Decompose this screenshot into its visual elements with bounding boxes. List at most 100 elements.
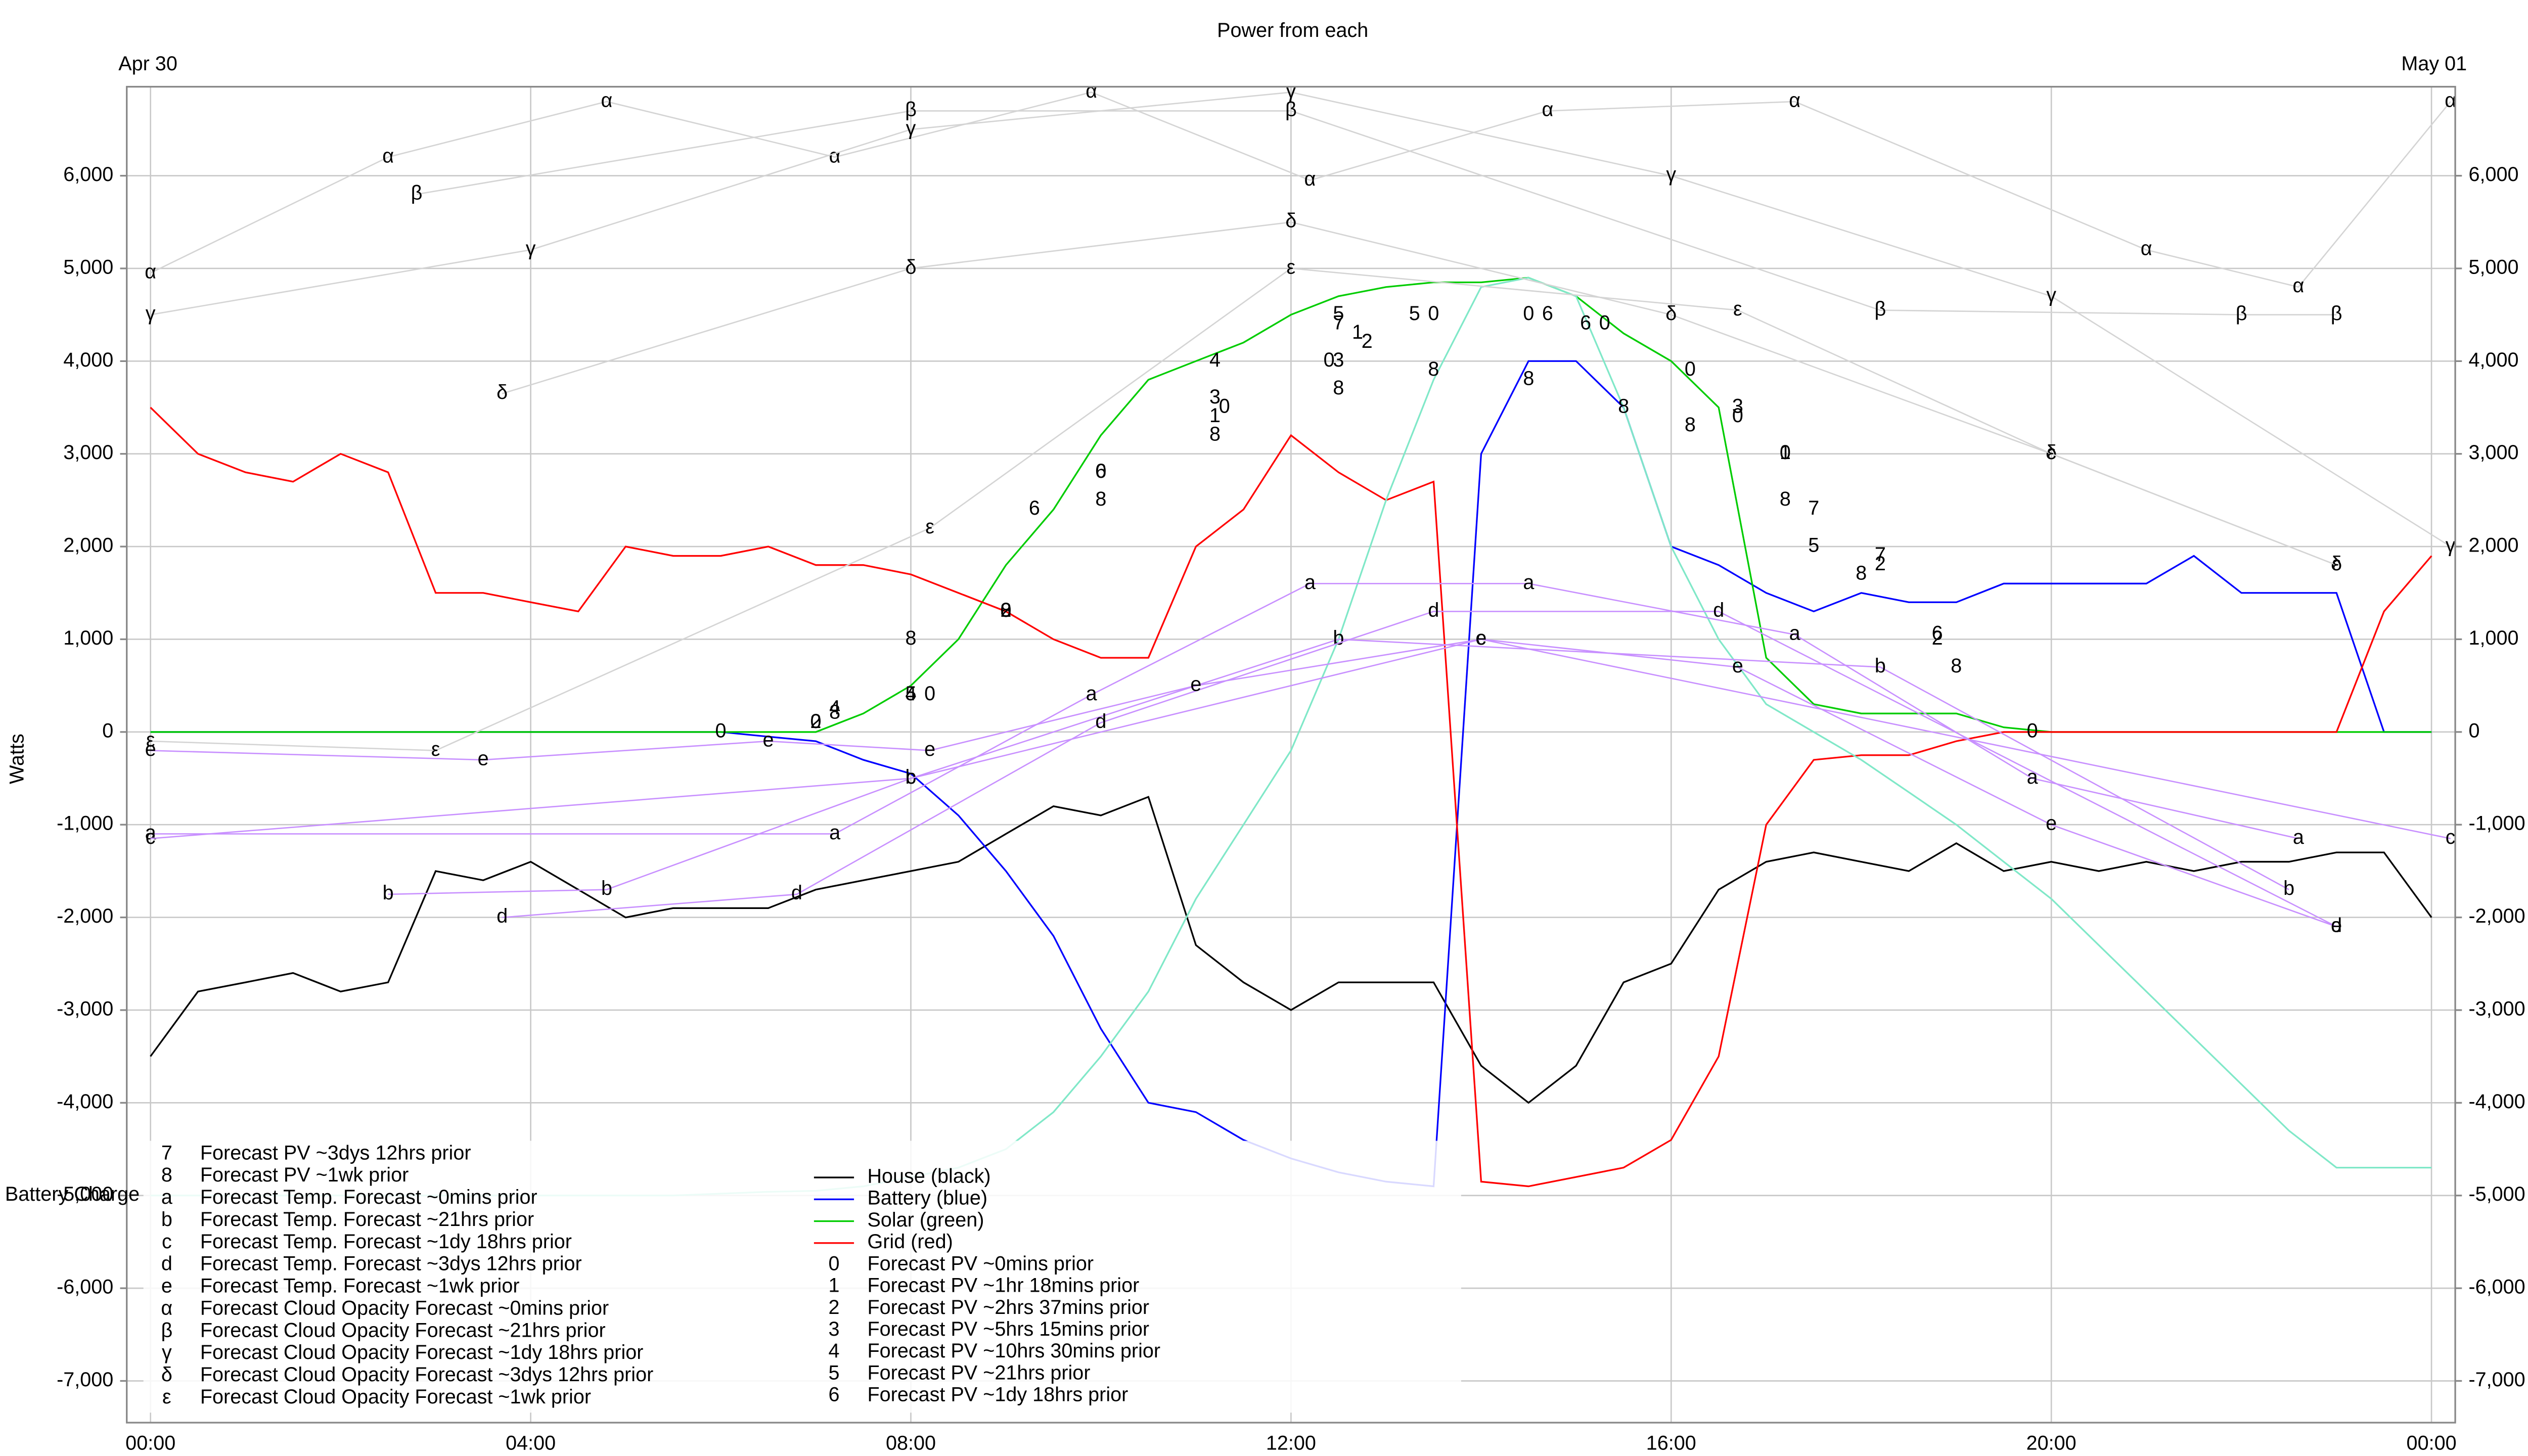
forecast-marker: γ (146, 302, 156, 325)
forecast-marker: 5 (905, 682, 916, 705)
forecast-marker: 8 (1095, 488, 1106, 510)
forecast-marker: 0 (810, 710, 822, 733)
forecast-marker: a (1304, 571, 1316, 594)
forecast-marker: 8 (1428, 358, 1439, 380)
legend-marker: 3 (828, 1318, 839, 1340)
legend-label: Forecast PV ~0mins prior (867, 1252, 1094, 1275)
forecast-marker: γ (2446, 534, 2456, 557)
series-line (150, 92, 2451, 548)
forecast-marker: ε (925, 516, 934, 538)
forecast-marker: 6 (1095, 460, 1106, 482)
y-tick-label: -1,000 (57, 812, 113, 835)
forecast-marker: γ (906, 117, 916, 139)
legend-label: Forecast Temp. Forecast ~3dys 12hrs prio… (200, 1253, 582, 1275)
forecast-marker: 0 (1219, 395, 1230, 417)
forecast-marker: β (2331, 302, 2342, 325)
y-tick-label: -2,000 (57, 905, 113, 927)
forecast-marker: 0 (2027, 719, 2038, 742)
legend-label: Forecast PV ~5hrs 15mins prior (867, 1318, 1149, 1340)
forecast-marker: d (1428, 599, 1439, 621)
forecast-marker: 8 (1951, 655, 1962, 677)
forecast-marker: 7 (1808, 497, 1819, 519)
forecast-marker: β (2236, 302, 2247, 325)
forecast-marker: 8 (1523, 367, 1534, 389)
legend-label: Forecast Cloud Opacity Forecast ~21hrs p… (200, 1319, 606, 1341)
forecast-marker: 2 (1875, 553, 1886, 575)
series-line (150, 639, 2337, 928)
forecast-marker: 7 (1875, 543, 1886, 566)
forecast-marker: δ (496, 381, 508, 403)
y-tick-label: 5,000 (2468, 256, 2518, 278)
forecast-marker: 1 (1780, 441, 1791, 464)
forecast-marker: ε (146, 729, 155, 751)
legend-marker: 0 (828, 1252, 839, 1275)
series-label: Battery Charge (5, 1183, 140, 1205)
forecast-marker: 7 (1333, 311, 1344, 334)
series-line (416, 110, 2337, 315)
forecast-marker: γ (2046, 284, 2056, 306)
series-line (388, 639, 2289, 895)
legend-label: Forecast Cloud Opacity Forecast ~0mins p… (200, 1297, 609, 1319)
forecast-marker: c (146, 826, 156, 848)
series-line (150, 92, 2451, 288)
forecast-marker: 2 (810, 710, 822, 733)
forecast-marker: α (145, 261, 156, 283)
forecast-marker: δ (2331, 553, 2342, 575)
forecast-marker: 0 (715, 719, 727, 742)
forecast-marker: ε (1287, 256, 1296, 278)
forecast-marker: a (2293, 826, 2305, 848)
forecast-marker: α (2141, 238, 2152, 260)
forecast-marker: γ (526, 238, 536, 260)
y-tick-label: 2,000 (63, 534, 113, 557)
forecast-marker: α (1304, 168, 1316, 190)
series-line (150, 406, 2432, 1188)
series-line (150, 267, 2337, 751)
forecast-marker: c (1476, 627, 1486, 649)
legend-label: Forecast PV ~3dys 12hrs prior (200, 1142, 471, 1164)
legend-label: Forecast Cloud Opacity Forecast ~1dy 18h… (200, 1341, 644, 1363)
chart-title: Power from each (1217, 19, 1368, 41)
forecast-marker: 8 (1618, 395, 1629, 417)
legend-label: Forecast Cloud Opacity Forecast ~1wk pri… (200, 1386, 591, 1408)
forecast-marker: 2 (1932, 627, 1943, 649)
legend-marker: γ (162, 1341, 172, 1363)
forecast-marker: 6 (1580, 311, 1591, 334)
legend-label: Forecast Cloud Opacity Forecast ~3dys 12… (200, 1363, 653, 1386)
forecast-marker: δ (905, 256, 916, 278)
series-line (150, 639, 2451, 840)
forecast-marker: β (411, 182, 423, 204)
forecast-marker: α (1086, 80, 1097, 102)
forecast-marker: 2 (1000, 599, 1011, 621)
forecast-marker: e (478, 747, 489, 769)
y-tick-label: 6,000 (63, 163, 113, 186)
forecast-marker: e (1190, 673, 1201, 696)
forecast-marker: β (1874, 298, 1886, 320)
x-tick-label: 12:00 (1266, 1432, 1316, 1454)
forecast-marker: β (905, 99, 917, 121)
forecast-marker: 0 (1599, 311, 1610, 334)
forecast-marker: 5 (1409, 302, 1420, 325)
forecast-marker: b (2283, 877, 2294, 899)
legend-marker: b (161, 1208, 172, 1231)
forecast-marker: 5 (1333, 302, 1344, 325)
legend-marker: c (162, 1231, 172, 1253)
forecast-marker: 3 (1209, 386, 1221, 408)
forecast-marker: e (1475, 627, 1486, 649)
forecast-marker: d (791, 882, 802, 904)
forecast-marker: e (763, 729, 774, 751)
y-tick-label: -1,000 (2468, 812, 2525, 835)
y-tick-label: -5,000 (2468, 1183, 2525, 1205)
legend-marker: 6 (828, 1384, 839, 1406)
forecast-marker: 8 (1856, 562, 1867, 584)
date-label: May 01 (2401, 53, 2467, 75)
legend-marker: d (161, 1253, 172, 1275)
forecast-marker: 1 (1209, 404, 1221, 427)
legend-label: Forecast Temp. Forecast ~21hrs prior (200, 1208, 534, 1231)
legend-label: Forecast Temp. Forecast ~1wk prior (200, 1275, 520, 1297)
y-tick-label: -4,000 (57, 1090, 113, 1113)
y-tick-label: 3,000 (2468, 441, 2518, 464)
forecast-marker: c (2446, 826, 2456, 848)
forecast-marker: 0 (1000, 599, 1011, 621)
forecast-marker: ε (431, 738, 440, 760)
